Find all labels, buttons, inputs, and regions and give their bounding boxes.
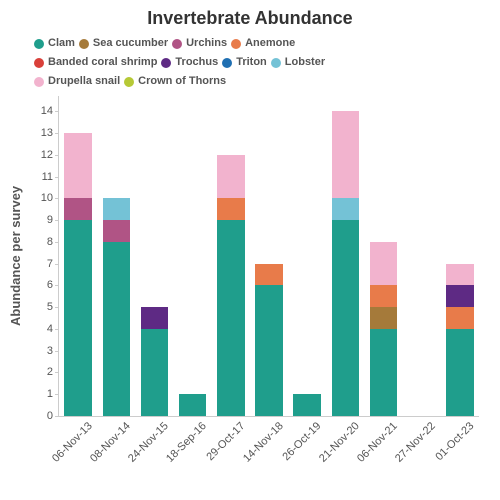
bar bbox=[370, 242, 397, 416]
legend-label: Clam bbox=[48, 36, 75, 52]
bar-segment-clam bbox=[141, 329, 168, 416]
x-tick: 21-Nov-20 bbox=[317, 420, 362, 465]
y-tick: 7 bbox=[47, 258, 59, 270]
x-tick: 24-Nov-15 bbox=[126, 420, 171, 465]
legend-item-triton: Triton bbox=[222, 55, 267, 71]
bar-segment-drupella bbox=[370, 242, 397, 286]
legend-item-drupella: Drupella snail bbox=[34, 74, 120, 90]
bar-segment-drupella bbox=[64, 133, 91, 198]
legend-swatch bbox=[222, 58, 232, 68]
x-tick: 14-Nov-18 bbox=[241, 420, 286, 465]
y-tick: 4 bbox=[47, 323, 59, 335]
plot-area: 0123456789101112131406-Nov-1308-Nov-1424… bbox=[58, 96, 479, 417]
y-tick: 9 bbox=[47, 214, 59, 226]
legend-swatch bbox=[271, 58, 281, 68]
y-tick: 6 bbox=[47, 279, 59, 291]
bar bbox=[446, 264, 473, 416]
invertebrate-abundance-chart: Invertebrate Abundance Clam Sea cucumber U… bbox=[0, 0, 500, 500]
legend-item-trochus: Trochus bbox=[161, 55, 218, 71]
x-tick: 18-Sep-16 bbox=[164, 420, 209, 465]
bar-segment-seaCucumber bbox=[370, 307, 397, 329]
bar-segment-clam bbox=[217, 220, 244, 416]
legend-item-crownOfThorns: Crown of Thorns bbox=[124, 74, 226, 90]
legend-swatch bbox=[34, 77, 44, 87]
bar-segment-drupella bbox=[217, 155, 244, 199]
bar-segment-urchins bbox=[64, 198, 91, 220]
bar-segment-trochus bbox=[141, 307, 168, 329]
bar bbox=[103, 198, 130, 416]
legend-swatch bbox=[161, 58, 171, 68]
x-tick: 01-Oct-23 bbox=[433, 420, 476, 463]
y-tick: 13 bbox=[41, 127, 59, 139]
bar-segment-clam bbox=[446, 329, 473, 416]
x-tick: 27-Nov-22 bbox=[393, 420, 438, 465]
bar-segment-clam bbox=[179, 394, 206, 416]
legend-item-clam: Clam bbox=[34, 36, 75, 52]
legend-label: Crown of Thorns bbox=[138, 74, 226, 90]
bar-segment-drupella bbox=[446, 264, 473, 286]
legend-swatch bbox=[231, 39, 241, 49]
y-tick: 2 bbox=[47, 366, 59, 378]
legend-item-seaCucumber: Sea cucumber bbox=[79, 36, 168, 52]
bar-segment-clam bbox=[332, 220, 359, 416]
y-tick: 10 bbox=[41, 192, 59, 204]
y-tick: 8 bbox=[47, 236, 59, 248]
legend-item-bandedShrimp: Banded coral shrimp bbox=[34, 55, 157, 71]
legend-label: Triton bbox=[236, 55, 267, 71]
bar bbox=[293, 394, 320, 416]
bar-segment-drupella bbox=[332, 111, 359, 198]
bar bbox=[332, 111, 359, 416]
y-axis-label: Abundance per survey bbox=[8, 186, 23, 326]
y-tick: 1 bbox=[47, 388, 59, 400]
y-tick: 0 bbox=[47, 410, 59, 422]
legend-swatch bbox=[124, 77, 134, 87]
y-tick: 12 bbox=[41, 149, 59, 161]
bar-segment-clam bbox=[64, 220, 91, 416]
legend-item-lobster: Lobster bbox=[271, 55, 325, 71]
legend-label: Trochus bbox=[175, 55, 218, 71]
bar-segment-clam bbox=[293, 394, 320, 416]
x-tick: 08-Nov-14 bbox=[88, 420, 133, 465]
legend-swatch bbox=[34, 39, 44, 49]
y-tick: 3 bbox=[47, 345, 59, 357]
bar bbox=[255, 264, 282, 416]
legend-swatch bbox=[172, 39, 182, 49]
legend: Clam Sea cucumber Urchins Anemone Banded cor… bbox=[34, 36, 480, 93]
bar-segment-anemone bbox=[370, 285, 397, 307]
bar-segment-clam bbox=[255, 285, 282, 416]
bar-segment-anemone bbox=[255, 264, 282, 286]
bar-segment-anemone bbox=[217, 198, 244, 220]
bar-segment-trochus bbox=[446, 285, 473, 307]
legend-label: Lobster bbox=[285, 55, 325, 71]
bar bbox=[64, 133, 91, 416]
bar bbox=[141, 307, 168, 416]
x-tick: 06-Nov-21 bbox=[355, 420, 400, 465]
y-tick: 11 bbox=[42, 171, 59, 183]
legend-label: Sea cucumber bbox=[93, 36, 168, 52]
bar-segment-clam bbox=[103, 242, 130, 416]
legend-swatch bbox=[34, 58, 44, 68]
bar-segment-clam bbox=[370, 329, 397, 416]
legend-label: Banded coral shrimp bbox=[48, 55, 157, 71]
bar bbox=[179, 394, 206, 416]
legend-label: Drupella snail bbox=[48, 74, 120, 90]
y-tick: 5 bbox=[47, 301, 59, 313]
bar-segment-anemone bbox=[446, 307, 473, 329]
legend-swatch bbox=[79, 39, 89, 49]
bar-segment-lobster bbox=[332, 198, 359, 220]
legend-label: Urchins bbox=[186, 36, 227, 52]
legend-item-urchins: Urchins bbox=[172, 36, 227, 52]
chart-title: Invertebrate Abundance bbox=[0, 8, 500, 29]
legend-item-anemone: Anemone bbox=[231, 36, 295, 52]
bar-segment-lobster bbox=[103, 198, 130, 220]
x-tick: 06-Nov-13 bbox=[50, 420, 95, 465]
bar bbox=[217, 155, 244, 416]
bar-segment-urchins bbox=[103, 220, 130, 242]
legend-label: Anemone bbox=[245, 36, 295, 52]
y-tick: 14 bbox=[41, 105, 59, 117]
